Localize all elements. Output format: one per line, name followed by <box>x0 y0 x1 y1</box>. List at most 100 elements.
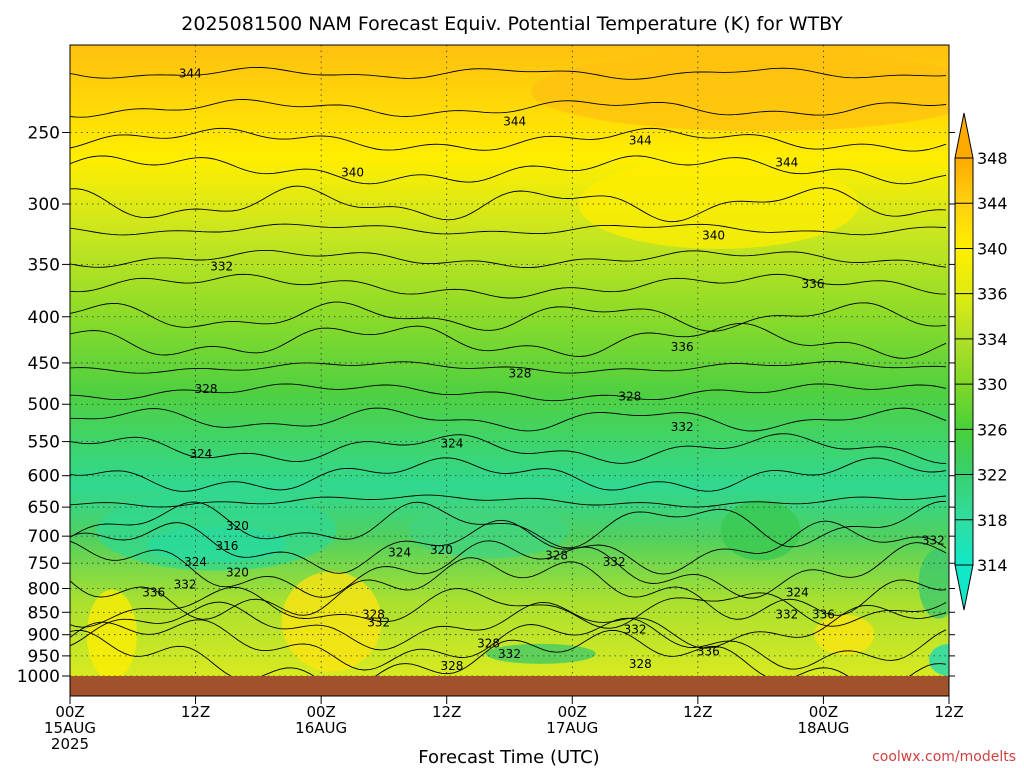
contour-line <box>70 457 947 492</box>
contour-label: 324 <box>440 437 463 451</box>
y-tick-label: 400 <box>28 308 60 328</box>
contour-label: 328 <box>545 548 568 562</box>
contour-line <box>70 99 947 118</box>
contour-label: 336 <box>802 277 825 291</box>
contour-label: 328 <box>362 608 385 622</box>
contour-line <box>70 586 947 629</box>
contour-label: 332 <box>671 420 694 434</box>
contour-label: 324 <box>189 447 212 461</box>
y-tick-label: 900 <box>28 626 60 646</box>
y-tick-label: 450 <box>28 354 60 374</box>
contour-label: 324 <box>388 546 411 560</box>
x-tick-label: 15AUG <box>44 719 96 737</box>
x-tick-label: 00Z <box>55 703 84 721</box>
contour-line <box>70 383 947 402</box>
contour-label: 332 <box>367 615 390 629</box>
y-tick-label: 300 <box>28 195 60 215</box>
contour-label: 320 <box>226 519 249 533</box>
x-tick-label: 18AUG <box>797 719 849 737</box>
plot-area <box>70 45 949 676</box>
contour-label: 316 <box>216 539 239 553</box>
x-tick-label: 2025 <box>51 735 89 753</box>
y-tick-label: 750 <box>28 554 60 574</box>
y-tick-label: 850 <box>28 603 60 623</box>
contour-line <box>70 155 947 185</box>
colorbar-label: 318 <box>977 511 1008 530</box>
colorbar-label: 334 <box>977 330 1008 349</box>
contour-line <box>70 501 946 549</box>
contour-label: 328 <box>195 382 218 396</box>
contour-line <box>70 361 947 374</box>
contour-label: 332 <box>603 555 626 569</box>
contour-label: 324 <box>184 555 207 569</box>
contour-lines <box>70 66 947 676</box>
colorbar-bottom-arrow <box>954 564 974 611</box>
contour-line <box>70 185 947 223</box>
contour-line <box>70 519 947 575</box>
contour-line <box>70 66 947 80</box>
ground-surface <box>70 676 949 696</box>
y-tick-label: 250 <box>28 123 60 143</box>
y-tick-label: 950 <box>28 647 60 667</box>
contour-label: 332 <box>775 608 798 622</box>
contour-line <box>70 601 947 651</box>
colorbar-bar <box>954 157 974 566</box>
contour-label: 344 <box>503 114 526 128</box>
chart-title: 2025081500 NAM Forecast Equiv. Potential… <box>181 13 843 35</box>
colorbar-label: 336 <box>977 285 1008 304</box>
colorbar: 314 318 322 326 330 334 336 340 344 348 <box>954 112 1008 611</box>
y-tick-label: 550 <box>28 433 60 453</box>
contour-line <box>70 433 947 464</box>
contour-line <box>70 273 947 299</box>
contour-label: 336 <box>812 608 835 622</box>
colorbar-label: 314 <box>977 556 1008 575</box>
contour-label: 320 <box>430 543 453 557</box>
field-regions <box>86 51 949 676</box>
x-tick-label: 00Z <box>809 703 838 721</box>
contour-label: 332 <box>498 647 521 661</box>
field-blob <box>814 614 875 655</box>
y-tick-label: 700 <box>28 527 60 547</box>
credit-text: coolwx.com/modelts <box>872 749 1016 765</box>
x-tick-label: 00Z <box>558 703 587 721</box>
x-tick-label: 12Z <box>181 703 210 721</box>
contour-line <box>70 629 947 676</box>
contour-line <box>70 223 947 236</box>
field-blob <box>578 158 859 249</box>
contour-label: 328 <box>629 657 652 671</box>
contour-label: 332 <box>210 260 233 274</box>
field-blob <box>720 500 801 561</box>
y-axis: 250 300 350 400 450 500 550 600 650 700 750 800 850 9… <box>17 123 955 687</box>
field-blob <box>530 51 949 132</box>
field-blob <box>281 571 382 672</box>
contour-line <box>70 407 947 432</box>
contour-label: 344 <box>775 156 798 170</box>
contour-line <box>70 322 947 359</box>
x-tick-label: 00Z <box>306 703 335 721</box>
contour-label: 344 <box>179 66 202 80</box>
contour-line <box>70 540 947 599</box>
colorbar-label: 340 <box>977 239 1008 258</box>
x-tick-label: 17AUG <box>546 719 598 737</box>
contour-label: 328 <box>509 366 532 380</box>
y-tick-label: 650 <box>28 498 60 518</box>
contour-label: 340 <box>341 166 364 180</box>
y-tick-label: 350 <box>28 255 60 275</box>
field-blob <box>918 548 949 619</box>
colorbar-label: 330 <box>977 375 1008 394</box>
plot-frame <box>69 44 950 697</box>
contour-label: 332 <box>174 578 197 592</box>
y-tick-label: 500 <box>28 395 60 415</box>
y-tick-label: 800 <box>28 580 60 600</box>
contour-label: 332 <box>624 622 647 636</box>
colorbar-label: 322 <box>977 466 1008 485</box>
x-axis-label: Forecast Time (UTC) <box>418 747 599 768</box>
contour-line <box>70 617 947 671</box>
contour-line <box>70 557 947 620</box>
contour-line <box>70 249 947 269</box>
x-tick-label: 12Z <box>683 703 712 721</box>
field-blob <box>485 643 596 664</box>
x-tick-label: 12Z <box>934 703 963 721</box>
